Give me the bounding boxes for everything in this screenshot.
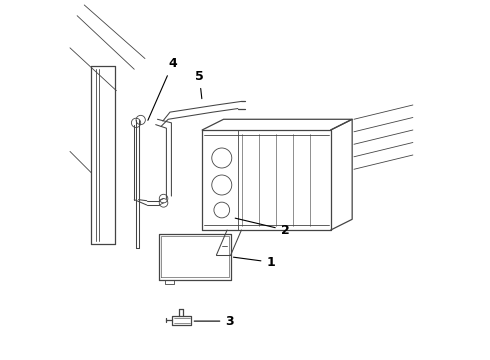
Text: 3: 3 <box>194 315 234 328</box>
Text: 4: 4 <box>148 57 177 120</box>
Text: 5: 5 <box>195 70 204 99</box>
Text: 1: 1 <box>233 256 275 269</box>
Text: 2: 2 <box>235 218 290 237</box>
